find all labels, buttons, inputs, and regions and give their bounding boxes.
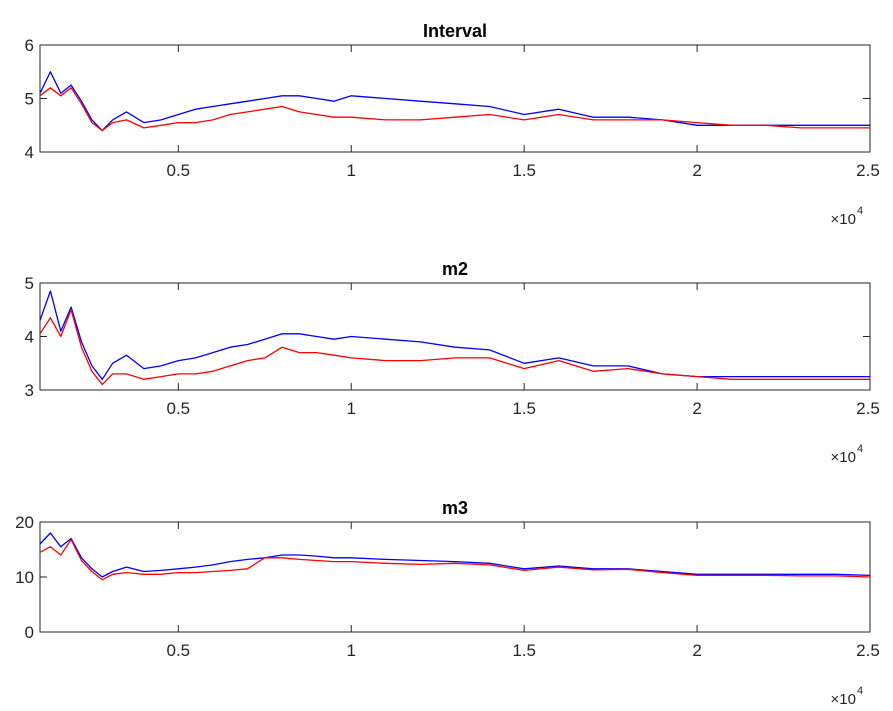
chart-title: Interval (423, 21, 487, 41)
x-tick-label: 1 (347, 641, 356, 660)
series-line-1 (40, 532, 870, 578)
series-line-2 (40, 538, 870, 581)
series-line-2 (40, 87, 870, 132)
y-tick-label: 6 (25, 36, 34, 55)
x-tick-label: 0.5 (167, 161, 191, 180)
y-tick-label: 5 (25, 90, 34, 109)
y-tick-label: 3 (25, 381, 34, 400)
x-tick-label: 1.5 (512, 161, 536, 180)
x-tick-label: 1 (347, 399, 356, 418)
y-tick-label: 4 (25, 143, 34, 162)
x-exponent-power: 4 (857, 443, 863, 455)
x-exponent-base: ×10 (831, 449, 856, 466)
series-line-2 (40, 309, 870, 386)
axes-box (39, 282, 871, 391)
x-tick-label: 2.5 (856, 161, 880, 180)
y-tick-label: 5 (25, 274, 34, 293)
x-tick-label: 2 (692, 399, 701, 418)
x-tick-label: 1.5 (512, 641, 536, 660)
axes-box (39, 44, 871, 153)
x-exponent-power: 4 (857, 205, 863, 217)
x-exponent-base: ×10 (831, 211, 856, 228)
x-tick-label: 0.5 (167, 641, 191, 660)
x-tick-label: 2 (692, 161, 701, 180)
x-tick-label: 2.5 (856, 641, 880, 660)
y-tick-label: 4 (25, 328, 34, 347)
x-tick-label: 1 (347, 161, 356, 180)
chart-title: m2 (442, 259, 468, 279)
x-tick-label: 2.5 (856, 399, 880, 418)
axes-box (39, 521, 871, 633)
x-tick-label: 0.5 (167, 399, 191, 418)
y-tick-label: 10 (15, 568, 34, 587)
y-tick-label: 0 (25, 623, 34, 642)
x-exponent-base: ×10 (831, 691, 856, 708)
x-tick-label: 2 (692, 641, 701, 660)
x-tick-label: 1.5 (512, 399, 536, 418)
y-tick-label: 20 (15, 513, 34, 532)
subplot-3: m3 0.5 1 1.5 2 2.5 0 10 20 ×10 4 (15, 498, 880, 708)
x-exponent-power: 4 (857, 685, 863, 697)
chart-title: m3 (442, 498, 468, 518)
